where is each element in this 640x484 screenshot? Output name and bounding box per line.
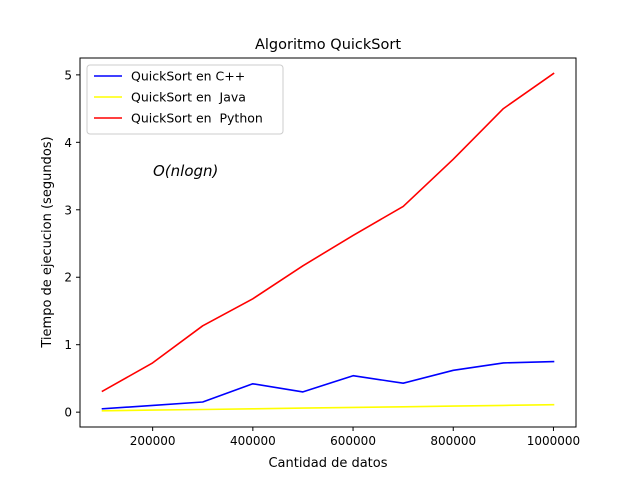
y-tick-label: 3 [64,203,72,217]
series-line-1 [101,403,555,412]
legend-label-1: QuickSort en Java [131,90,246,105]
y-axis-label: Tiempo de ejecucion (segundos) [40,136,55,348]
y-tick-label: 0 [64,406,72,420]
legend-box [86,64,284,135]
x-axis-label: Cantidad de datos [268,456,387,471]
x-tick-label: 1000000 [527,434,580,448]
legend: QuickSort en C++ QuickSort en Java QuickSo… [86,64,284,135]
y-tick-label: 2 [64,271,72,285]
y-tick-label: 1 [64,338,72,352]
series-line-2 [101,72,555,393]
plot-frame [79,57,577,428]
series-lines [101,72,555,412]
y-tick-label: 4 [64,136,72,150]
legend-items: QuickSort en C++ QuickSort en Java QuickSo… [94,69,263,126]
complexity-annotation: O(nlogn) [153,162,218,180]
legend-label-2: QuickSort en Python [131,111,263,126]
y-axis: 0 1 2 3 4 5 [64,68,80,420]
x-axis: 200000 400000 600000 800000 1000000 [130,427,580,448]
x-tick-label: 200000 [130,434,176,448]
x-tick-label: 800000 [430,434,476,448]
chart-title: Algoritmo QuickSort [255,37,401,53]
legend-label-0: QuickSort en C++ [131,69,245,84]
y-tick-label: 5 [64,68,72,82]
x-tick-label: 400000 [230,434,276,448]
x-tick-label: 600000 [330,434,376,448]
series-line-0 [101,360,555,410]
